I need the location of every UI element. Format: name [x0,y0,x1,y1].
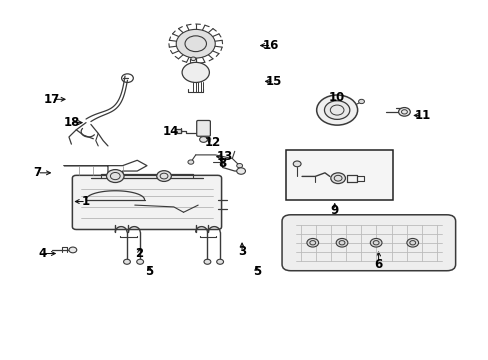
Text: 17: 17 [44,93,60,106]
Text: 5: 5 [252,265,260,278]
Text: 8: 8 [218,157,226,170]
Circle shape [182,62,209,82]
Circle shape [406,238,418,247]
Text: 15: 15 [265,75,282,88]
Text: 11: 11 [413,109,430,122]
Text: 18: 18 [63,116,80,129]
Text: 2: 2 [135,247,143,260]
Circle shape [358,99,364,104]
Circle shape [236,168,245,174]
Circle shape [236,163,242,168]
Circle shape [293,161,301,167]
Circle shape [187,160,193,164]
Circle shape [203,259,210,264]
Circle shape [176,30,215,58]
Text: 1: 1 [82,195,90,208]
Text: 3: 3 [238,245,245,258]
Text: 9: 9 [330,204,338,217]
Circle shape [123,259,130,264]
Text: 6: 6 [374,258,382,271]
Circle shape [306,238,318,247]
Circle shape [137,259,143,264]
Text: 12: 12 [204,136,221,149]
Circle shape [199,136,207,142]
Text: 7: 7 [33,166,41,179]
Circle shape [190,57,195,60]
Text: 5: 5 [145,265,153,278]
Circle shape [216,259,223,264]
FancyBboxPatch shape [196,121,210,136]
Text: 4: 4 [38,247,46,260]
FancyBboxPatch shape [72,175,221,229]
Circle shape [369,238,381,247]
Circle shape [157,171,171,181]
FancyBboxPatch shape [282,215,455,271]
Bar [285,149,392,200]
Circle shape [335,238,347,247]
Text: 14: 14 [163,125,179,138]
Circle shape [324,101,349,120]
Circle shape [316,95,357,125]
Text: 10: 10 [328,91,345,104]
Circle shape [330,173,345,184]
Circle shape [398,108,409,116]
Circle shape [69,247,77,253]
Text: 16: 16 [263,39,279,52]
Bar [175,129,181,134]
Circle shape [106,170,124,183]
Text: 13: 13 [216,150,233,163]
